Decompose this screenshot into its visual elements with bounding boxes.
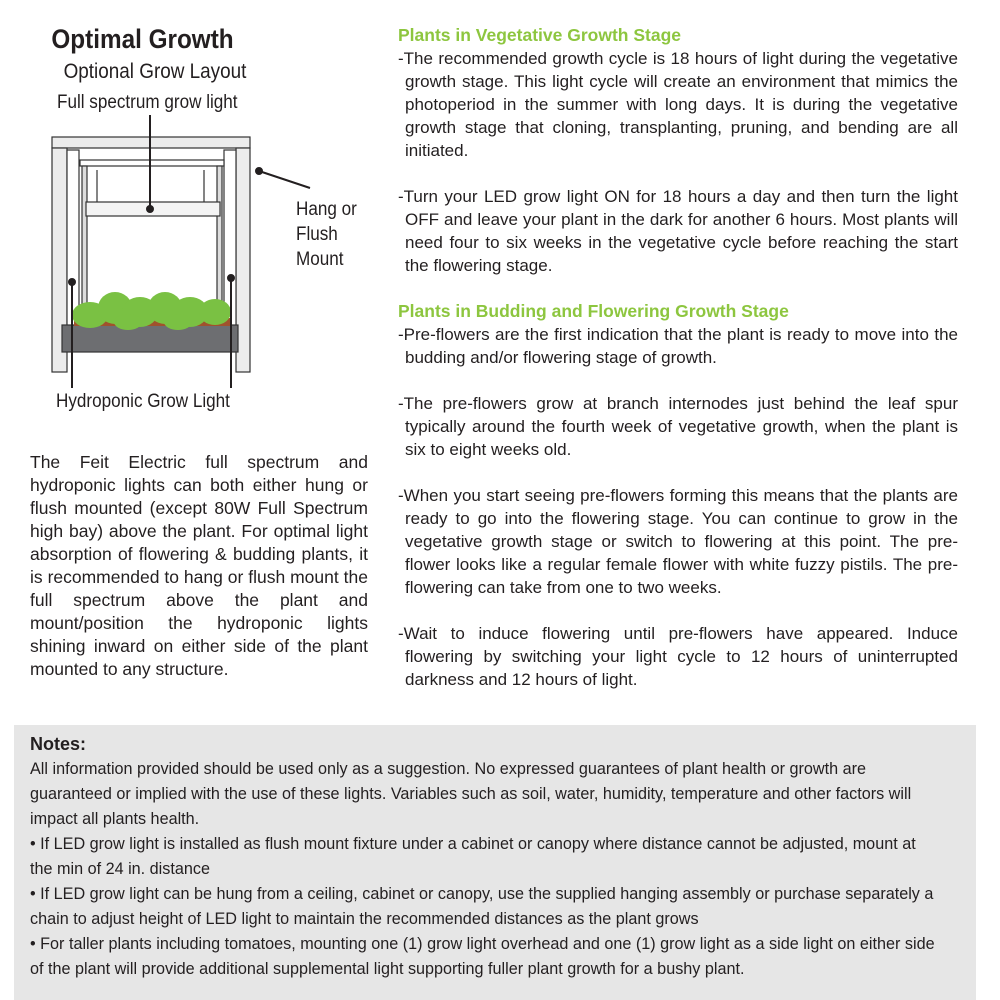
- subtitle: Optional Grow Layout: [63, 60, 247, 83]
- hydroponic-tray: [61, 324, 239, 353]
- page-title: Optimal Growth: [51, 24, 234, 54]
- label-full-spectrum: Full spectrum grow light: [57, 92, 238, 113]
- label-line: Hang or: [296, 199, 357, 220]
- section-heading: Plants in Budding and Flowering Growth S…: [398, 301, 789, 321]
- paragraph: -Pre-flowers are the first indication th…: [398, 325, 958, 367]
- grow-layout-illustration: [51, 115, 311, 388]
- notes-box: Notes: All information provided should b…: [14, 725, 976, 1000]
- label-line: Flush: [296, 224, 338, 245]
- growth-stages: Plants in Vegetative Growth Stage -The r…: [398, 24, 958, 691]
- label-hydroponic: Hydroponic Grow Light: [56, 391, 230, 412]
- paragraph: -The pre-flowers grow at branch internod…: [398, 394, 958, 459]
- notes-heading: Notes:: [30, 734, 87, 754]
- paragraph: -The recommended growth cycle is 18 hour…: [398, 49, 958, 160]
- paragraph: -When you start seeing pre-flowers formi…: [398, 486, 958, 597]
- layout-description: The Feit Electric full spectrum and hydr…: [30, 452, 368, 679]
- label-hang-or-flush: Hang or Flush Mount: [296, 197, 357, 272]
- notes-intro: All information provided should be used …: [30, 760, 912, 828]
- notes-bullet: • If LED grow light can be hung from a c…: [30, 885, 934, 928]
- plants: [72, 292, 231, 330]
- notes-bullet: • For taller plants including tomatoes, …: [30, 935, 935, 978]
- paragraph: -Turn your LED grow light ON for 18 hour…: [398, 187, 958, 275]
- section-heading: Plants in Vegetative Growth Stage: [398, 25, 681, 45]
- label-line: Mount: [296, 249, 344, 270]
- paragraph: -Wait to induce flowering until pre-flow…: [398, 624, 958, 689]
- notes-bullet: • If LED grow light is installed as flus…: [30, 835, 916, 878]
